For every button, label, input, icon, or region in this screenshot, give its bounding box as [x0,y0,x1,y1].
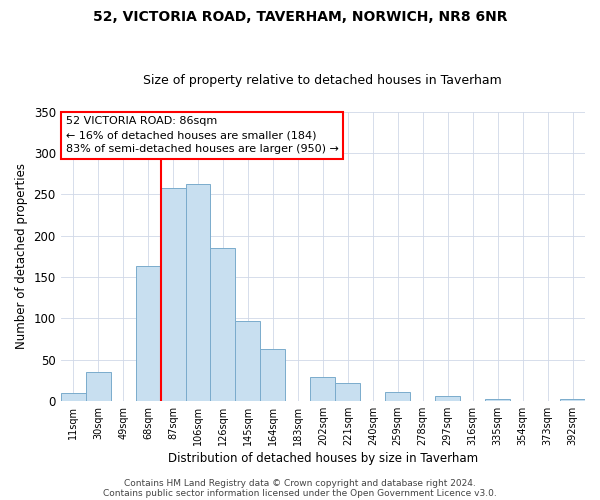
Bar [385,392,410,401]
Text: 52, VICTORIA ROAD, TAVERHAM, NORWICH, NR8 6NR: 52, VICTORIA ROAD, TAVERHAM, NORWICH, NR… [93,10,507,24]
Bar [310,377,335,401]
Bar [435,396,460,401]
Bar [235,320,260,401]
Bar [136,266,161,401]
Bar [86,372,110,401]
Title: Size of property relative to detached houses in Taverham: Size of property relative to detached ho… [143,74,502,87]
X-axis label: Distribution of detached houses by size in Taverham: Distribution of detached houses by size … [168,452,478,465]
Bar [560,399,585,401]
Bar [185,184,211,401]
Bar [211,248,235,401]
Text: 52 VICTORIA ROAD: 86sqm
← 16% of detached houses are smaller (184)
83% of semi-d: 52 VICTORIA ROAD: 86sqm ← 16% of detache… [66,116,339,154]
Bar [61,394,86,401]
Text: Contains HM Land Registry data © Crown copyright and database right 2024.: Contains HM Land Registry data © Crown c… [124,478,476,488]
Y-axis label: Number of detached properties: Number of detached properties [15,164,28,350]
Text: Contains public sector information licensed under the Open Government Licence v3: Contains public sector information licen… [103,488,497,498]
Bar [260,349,286,401]
Bar [485,399,510,401]
Bar [161,188,185,401]
Bar [335,384,360,401]
